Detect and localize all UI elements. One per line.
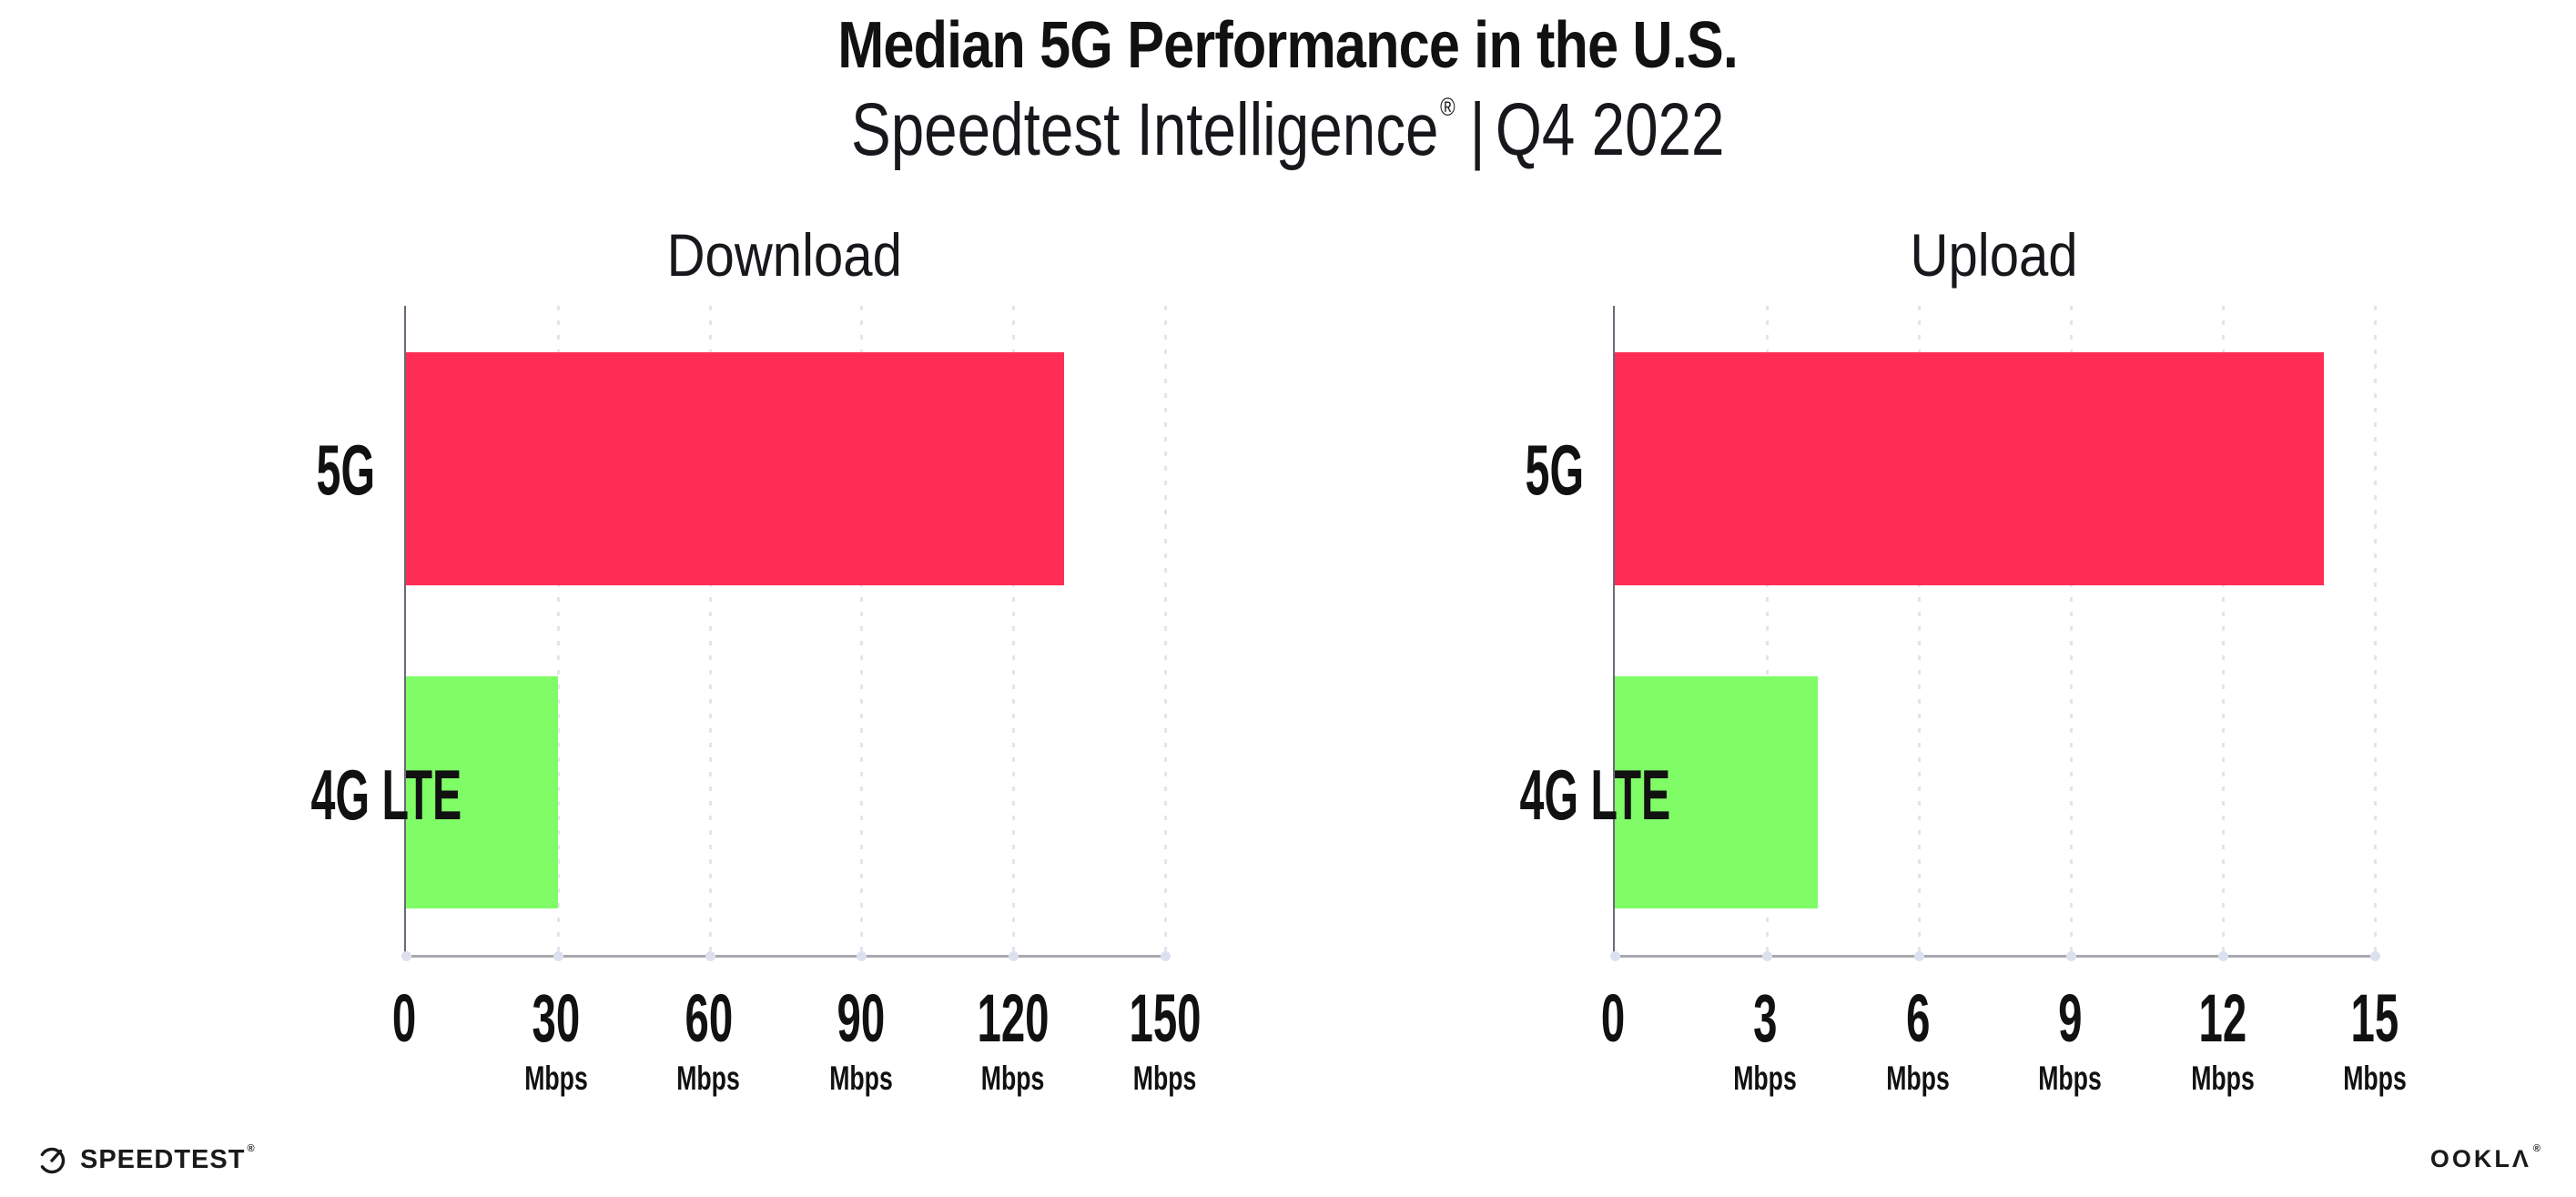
tick-120: 120 Mbps <box>957 958 1069 1097</box>
tick-label: 15 <box>2350 980 2399 1056</box>
category-label-4g-lte: 4G LTE <box>1519 754 1671 835</box>
axis-tick-dot-9 <box>2066 951 2076 961</box>
tick-label: 150 <box>1129 980 1202 1056</box>
axis-tick-dot-150 <box>1161 951 1171 961</box>
figure-title-text: Median 5G Performance in the U.S. <box>837 9 1739 82</box>
axis-tick-dot-15 <box>2370 951 2380 961</box>
tick-60: 60 Mbps <box>664 958 753 1097</box>
tick-unit-label: Mbps <box>2343 1060 2407 1097</box>
tick-label: 90 <box>837 980 885 1056</box>
speedtest-wordmark: SPEEDTEST ® <box>80 1142 256 1174</box>
tick-label: 0 <box>391 980 417 1056</box>
gridline-12 <box>2222 306 2225 955</box>
axis-tick-dot-6 <box>1914 951 1924 961</box>
tick-12: 12 Mbps <box>2178 958 2267 1097</box>
tick-unit-label: Mbps <box>524 1060 588 1097</box>
plot-area <box>401 306 1171 961</box>
figure-subtitle-text: Speedtest Intelligence® | Q4 2022 <box>851 93 1725 167</box>
plot-row: 5G 4G LTE <box>1427 306 2380 961</box>
ookla-wordmark: OOKLΛ ® <box>2429 1143 2543 1172</box>
ookla-registered-mark: ® <box>2532 1143 2543 1154</box>
speedtest-gauge-icon <box>38 1147 66 1174</box>
registered-mark: ® <box>1440 93 1455 121</box>
speedtest-logo: SPEEDTEST ® <box>36 1142 256 1175</box>
axis-tick-dot-60 <box>705 951 715 961</box>
tick-label: 60 <box>685 980 733 1056</box>
axis-tick-dot-120 <box>1009 951 1019 961</box>
tick-0: 0 <box>1594 958 1631 1052</box>
gridline-30 <box>556 306 560 955</box>
tick-unit-label: Mbps <box>2190 1060 2255 1097</box>
bar-4g-lte <box>1615 676 1818 908</box>
chart-title-download: Download <box>666 221 903 289</box>
tick-30: 30 Mbps <box>512 958 601 1097</box>
ookla-logo: OOKLΛ ® <box>2429 1143 2543 1173</box>
axis-tick-dot-30 <box>553 951 563 961</box>
gridline-150 <box>1164 306 1167 955</box>
tick-15: 15 Mbps <box>2331 958 2419 1097</box>
subtitle-separator: | <box>1469 88 1486 171</box>
axis-tick-dot-12 <box>2218 951 2228 961</box>
gridline-120 <box>1012 306 1016 955</box>
gridline-90 <box>860 306 864 955</box>
header: Median 5G Performance in the U.S. Speedt… <box>0 0 2576 167</box>
tick-label: 30 <box>532 980 581 1056</box>
axis-tick-dot-3 <box>1762 951 1772 961</box>
gridline-60 <box>708 306 712 955</box>
tick-unit-label: Mbps <box>1733 1060 1798 1097</box>
tick-label: 6 <box>1905 980 1930 1056</box>
tick-label: 12 <box>2198 980 2246 1056</box>
tick-label: 120 <box>977 980 1050 1056</box>
bar-5g <box>1615 351 2325 586</box>
tick-6: 6 Mbps <box>1873 958 1962 1097</box>
plot-row: 5G 4G LTE <box>218 306 1171 961</box>
tick-unit-label: Mbps <box>1133 1060 1197 1097</box>
category-label-5g: 5G <box>316 429 375 510</box>
bar-4g-lte <box>406 676 558 908</box>
x-axis-ticks: 0 30 Mbps 60 Mbps 90 Mbps 120 Mbps 150 Mbps <box>392 958 1202 1158</box>
tick-3: 3 Mbps <box>1721 958 1810 1097</box>
tick-label: 9 <box>2058 980 2083 1056</box>
figure-title: Median 5G Performance in the U.S. <box>0 13 2576 78</box>
subtitle-product: Speedtest Intelligence <box>851 88 1439 171</box>
tick-unit-label: Mbps <box>2038 1060 2102 1097</box>
chart-panel-upload: Upload 5G 4G LTE 0 3 Mbps 6 Mbps 9 Mbps 12 Mbps 15… <box>1427 221 2407 1161</box>
gridline-9 <box>2070 306 2073 955</box>
tick-label: 0 <box>1600 980 1626 1056</box>
gridline-3 <box>1766 306 1769 955</box>
subtitle-period: Q4 2022 <box>1496 88 1725 171</box>
tick-150: 150 Mbps <box>1109 958 1221 1097</box>
category-label-4g-lte: 4G LTE <box>310 754 462 835</box>
axis-tick-dot-90 <box>857 951 867 961</box>
tick-unit-label: Mbps <box>1886 1060 1950 1097</box>
figure-subtitle: Speedtest Intelligence® | Q4 2022 <box>0 93 2576 167</box>
tick-0: 0 <box>385 958 422 1052</box>
tick-label: 3 <box>1753 980 1778 1056</box>
gridline-6 <box>1918 306 1921 955</box>
gridline-15 <box>2374 306 2377 955</box>
plot-area <box>1610 306 2380 961</box>
axis-tick-dot-0 <box>401 951 411 961</box>
chart-panel-download: Download 5G 4G LTE 0 30 Mbps 60 Mbps 90 Mbps 120… <box>218 221 1202 1161</box>
tick-unit-label: Mbps <box>676 1060 741 1097</box>
chart-title-upload: Upload <box>1910 221 2078 289</box>
bar-5g <box>406 351 1064 586</box>
tick-9: 9 Mbps <box>2026 958 2115 1097</box>
speedtest-registered-mark: ® <box>247 1142 256 1154</box>
tick-unit-label: Mbps <box>981 1060 1045 1097</box>
category-label-5g: 5G <box>1525 429 1584 510</box>
tick-unit-label: Mbps <box>828 1060 893 1097</box>
tick-90: 90 Mbps <box>816 958 905 1097</box>
x-axis-ticks: 0 3 Mbps 6 Mbps 9 Mbps 12 Mbps 15 Mbps <box>1601 958 2407 1158</box>
axis-tick-dot-0 <box>1610 951 1620 961</box>
